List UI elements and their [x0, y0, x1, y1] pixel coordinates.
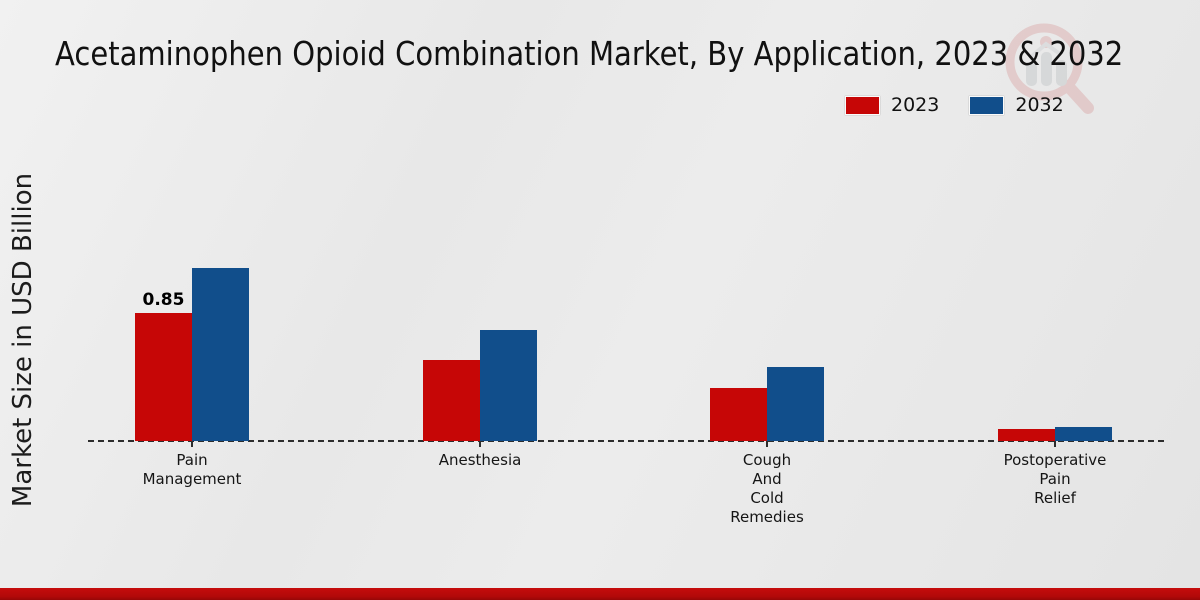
bar-value-label: 0.85: [142, 290, 185, 310]
x-axis-tick: [191, 441, 193, 447]
bar-2023-postoperative-pain-relief: [998, 429, 1055, 441]
chart-title-text: Acetaminophen Opioid Combination Market,…: [55, 34, 1124, 73]
legend: 2023 2032: [845, 94, 1064, 116]
legend-swatch-2023: [845, 95, 880, 115]
footer-accent-bar: [0, 588, 1200, 600]
x-axis-category-label: Anesthesia: [438, 451, 522, 469]
bar-2023-pain-management: [135, 313, 192, 441]
legend-item-2023: 2023: [845, 94, 939, 116]
bar-2032-cough-and-cold-remedies: [767, 367, 824, 441]
bar-2023-cough-and-cold-remedies: [710, 388, 767, 441]
legend-swatch-2032: [969, 95, 1005, 115]
legend-item-2032: 2032: [969, 94, 1064, 116]
x-axis-category-label: Pain Management: [142, 451, 242, 488]
brand-watermark: [998, 20, 1098, 124]
x-axis-category-label: Cough And Cold Remedies: [730, 451, 804, 526]
chart-title: Acetaminophen Opioid Combination Market,…: [55, 34, 1200, 73]
bar-2032-pain-management: [192, 268, 249, 441]
legend-label-2032: 2032: [1015, 94, 1064, 116]
x-axis-tick: [479, 441, 481, 447]
bar-2032-anesthesia: [480, 330, 537, 441]
magnifier-bar-chart-icon: [1005, 23, 1094, 114]
bar-2032-postoperative-pain-relief: [1055, 427, 1112, 441]
bar-2023-anesthesia: [423, 360, 480, 441]
x-axis-category-label: Postoperative Pain Relief: [1003, 451, 1107, 507]
x-axis-tick: [1054, 441, 1056, 447]
x-axis-baseline: [88, 440, 1164, 442]
legend-label-2023: 2023: [891, 94, 940, 116]
x-axis-tick: [766, 441, 768, 447]
